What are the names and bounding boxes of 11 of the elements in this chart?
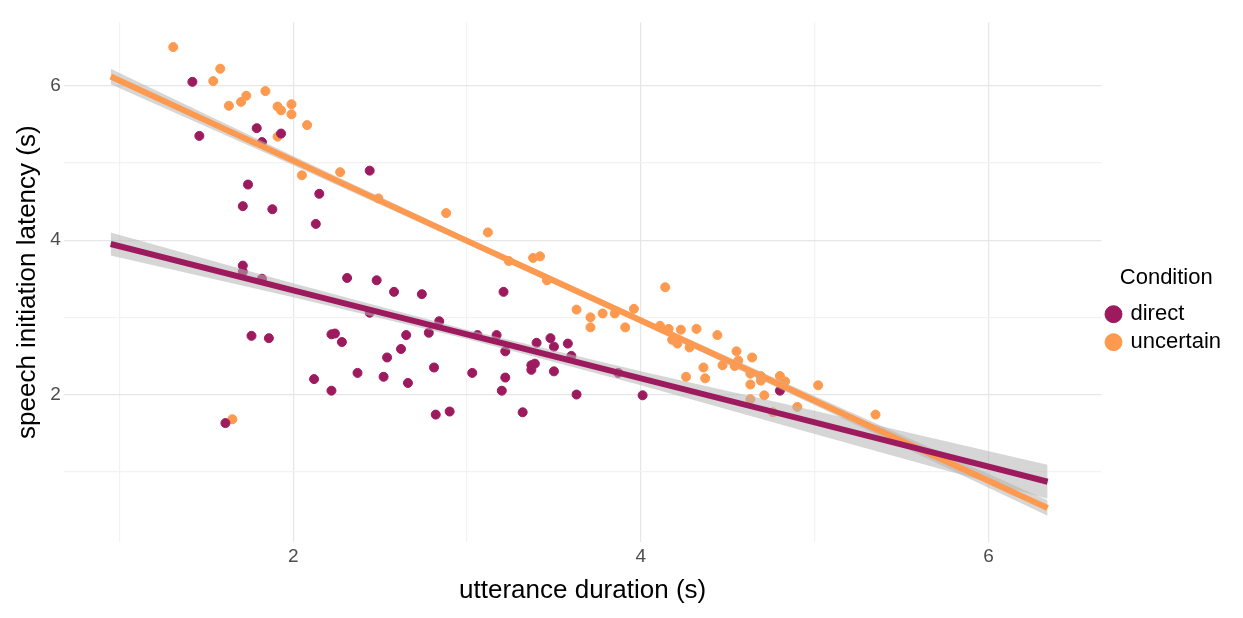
x-tick-label: 2 xyxy=(287,544,299,566)
y-axis-title: speech initiation latency (s) xyxy=(10,125,41,439)
legend-label: uncertain xyxy=(1130,328,1222,354)
y-tick-label: 4 xyxy=(50,228,62,250)
x-tick-label: 6 xyxy=(983,544,994,566)
legend-label: direct xyxy=(1130,300,1185,326)
x-tick-label: 4 xyxy=(635,544,647,566)
y-tick-label: 2 xyxy=(50,382,61,404)
legend-title: Condition xyxy=(1119,263,1213,289)
y-tick-label: 6 xyxy=(50,73,61,95)
x-axis-title: utterance duration (s) xyxy=(459,573,707,604)
